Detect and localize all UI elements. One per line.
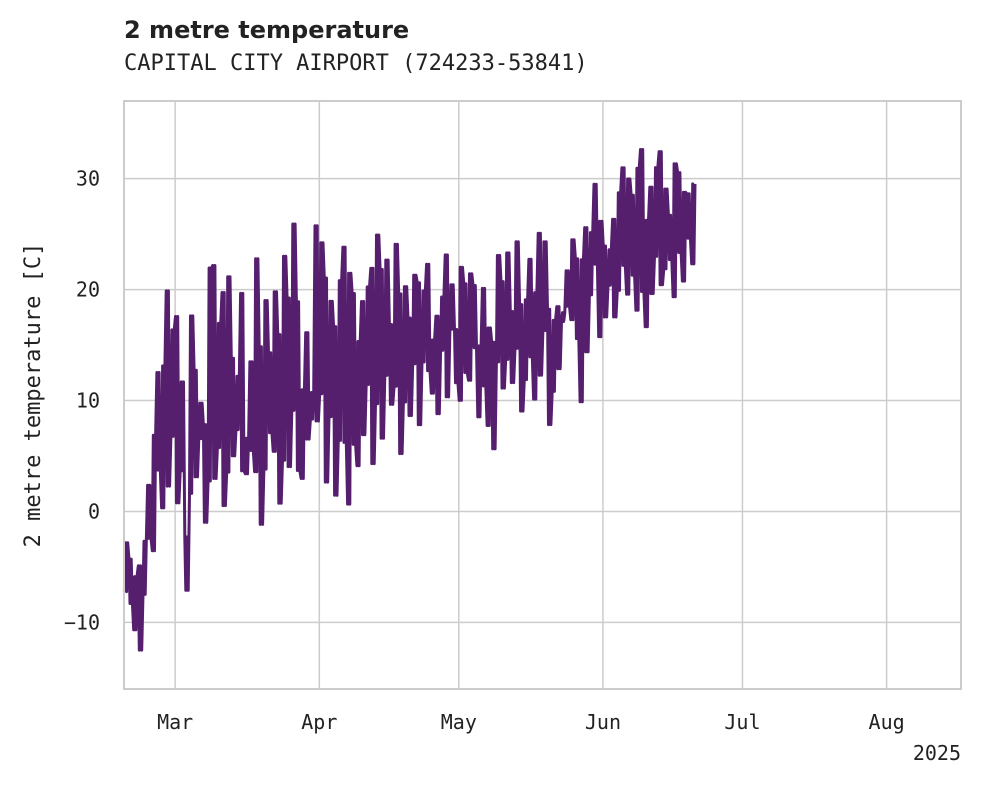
y-tick-label: 0 bbox=[88, 499, 100, 523]
x-tick-label: Aug bbox=[869, 710, 905, 734]
x-tick-label: Jun bbox=[585, 710, 621, 734]
x-tick-label: Jul bbox=[724, 710, 760, 734]
chart-subtitle: CAPITAL CITY AIRPORT (724233-53841) bbox=[124, 51, 588, 76]
tick-labels: Mar Apr May Jun Jul Aug −10 0 10 20 30 bbox=[64, 167, 905, 734]
series-layer bbox=[122, 148, 697, 652]
x-tick-label: Apr bbox=[301, 710, 337, 734]
y-tick-label: 20 bbox=[76, 278, 100, 302]
y-tick-label: −10 bbox=[64, 610, 100, 634]
y-axis-label: 2 metre temperature [C] bbox=[21, 243, 46, 548]
plot-frame bbox=[123, 100, 962, 690]
x-axis-year-label: 2025 bbox=[913, 741, 961, 765]
x-tick-label: Mar bbox=[157, 710, 193, 734]
x-tick-label: May bbox=[441, 710, 477, 734]
y-tick-label: 30 bbox=[76, 167, 100, 191]
chart-title: 2 metre temperature bbox=[124, 16, 410, 44]
temperature-series-line bbox=[122, 148, 697, 652]
y-tick-label: 10 bbox=[76, 389, 100, 413]
